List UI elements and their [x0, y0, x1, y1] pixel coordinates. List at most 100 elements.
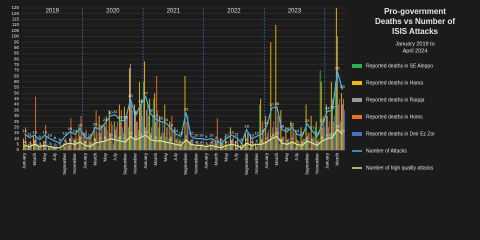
bar: [165, 140, 167, 150]
data-label: 24: [103, 117, 108, 122]
bar: [198, 147, 200, 150]
bar: [260, 98, 262, 150]
data-label: 69: [335, 66, 340, 71]
bar: [190, 143, 192, 150]
bar: [118, 104, 120, 150]
bar: [124, 115, 126, 150]
y-tick-label: 10: [14, 136, 20, 141]
y-tick-label: 15: [14, 130, 20, 135]
bar: [321, 127, 323, 150]
y-tick-label: 105: [11, 28, 19, 33]
bar: [177, 136, 179, 150]
data-label: 24: [164, 117, 169, 122]
data-label: 5: [286, 138, 289, 143]
data-label: 11: [234, 132, 239, 137]
bar: [279, 144, 281, 150]
chart-title: Deaths vs Number of: [375, 17, 455, 26]
bar: [294, 147, 296, 150]
bar: [66, 140, 68, 150]
bar: [101, 127, 103, 150]
bar: [245, 132, 246, 150]
bar: [323, 127, 325, 150]
y-tick-label: 65: [14, 73, 20, 78]
bar: [216, 118, 218, 150]
bar: [244, 144, 245, 150]
bar: [50, 145, 52, 150]
bar: [207, 144, 209, 150]
bar: [299, 145, 301, 150]
bar: [104, 127, 106, 150]
bar: [27, 147, 28, 150]
bar: [29, 146, 30, 150]
bar: [183, 145, 185, 150]
bar: [53, 147, 55, 150]
bar: [255, 143, 257, 150]
bar: [182, 138, 184, 150]
data-label: 4: [180, 140, 183, 145]
bar: [179, 138, 181, 150]
bar: [205, 147, 207, 150]
x-tick-label: September: [244, 153, 249, 176]
year-label: 2023: [288, 9, 302, 15]
data-label: 8: [160, 135, 163, 140]
data-label: 30: [108, 110, 113, 115]
bar: [86, 138, 88, 150]
bar: [232, 136, 234, 150]
y-tick-label: 70: [14, 68, 20, 73]
bar: [189, 140, 191, 150]
bar: [213, 146, 215, 150]
data-label: 8: [215, 135, 218, 140]
bar: [306, 138, 308, 150]
x-tick-label: November: [314, 153, 319, 174]
year-label: 2019: [46, 9, 60, 15]
bar: [107, 138, 109, 150]
data-label: 13: [32, 129, 37, 134]
bar: [123, 106, 125, 150]
data-label: 2: [240, 142, 243, 147]
legend-label: Reported deaths in Hama: [366, 80, 423, 86]
data-label: 18: [335, 124, 340, 129]
bar: [264, 144, 266, 150]
data-label: 3: [39, 141, 42, 146]
bar: [316, 143, 318, 150]
bar: [247, 132, 248, 150]
bar: [221, 140, 223, 150]
data-label: 6: [240, 137, 243, 142]
x-tick-label: January: [203, 152, 208, 169]
data-label: 11: [83, 132, 88, 137]
year-label: 2022: [227, 9, 241, 15]
y-tick-label: 25: [14, 119, 20, 124]
bar: [121, 127, 123, 150]
x-tick-label: January: [143, 152, 148, 169]
x-tick-label: May: [42, 152, 47, 161]
bar: [340, 93, 342, 150]
data-label: 7: [99, 136, 102, 141]
bar: [60, 147, 62, 150]
bar: [280, 110, 282, 150]
y-tick-label: 55: [14, 85, 20, 90]
x-tick-label: March: [274, 153, 279, 166]
bar: [230, 140, 232, 150]
bar: [169, 121, 171, 150]
data-label: 40: [138, 99, 143, 104]
data-label: 3: [215, 141, 218, 146]
bar: [36, 138, 38, 150]
bar: [256, 146, 258, 150]
bar: [173, 144, 175, 150]
bar: [81, 132, 83, 150]
bar: [131, 104, 132, 150]
bar: [249, 147, 251, 150]
y-tick-label: 40: [14, 102, 20, 107]
bar: [109, 132, 111, 150]
bar: [110, 121, 112, 150]
x-tick-label: May: [224, 152, 229, 161]
bar: [48, 146, 50, 150]
bar: [343, 110, 345, 150]
bar: [28, 144, 29, 150]
data-label: 17: [310, 125, 315, 130]
legend-label: Reported deaths in Deir Ez Zor: [366, 131, 435, 137]
data-label: 12: [300, 130, 305, 135]
bar: [204, 145, 206, 150]
data-label: 7: [291, 136, 294, 141]
bar: [148, 115, 150, 150]
